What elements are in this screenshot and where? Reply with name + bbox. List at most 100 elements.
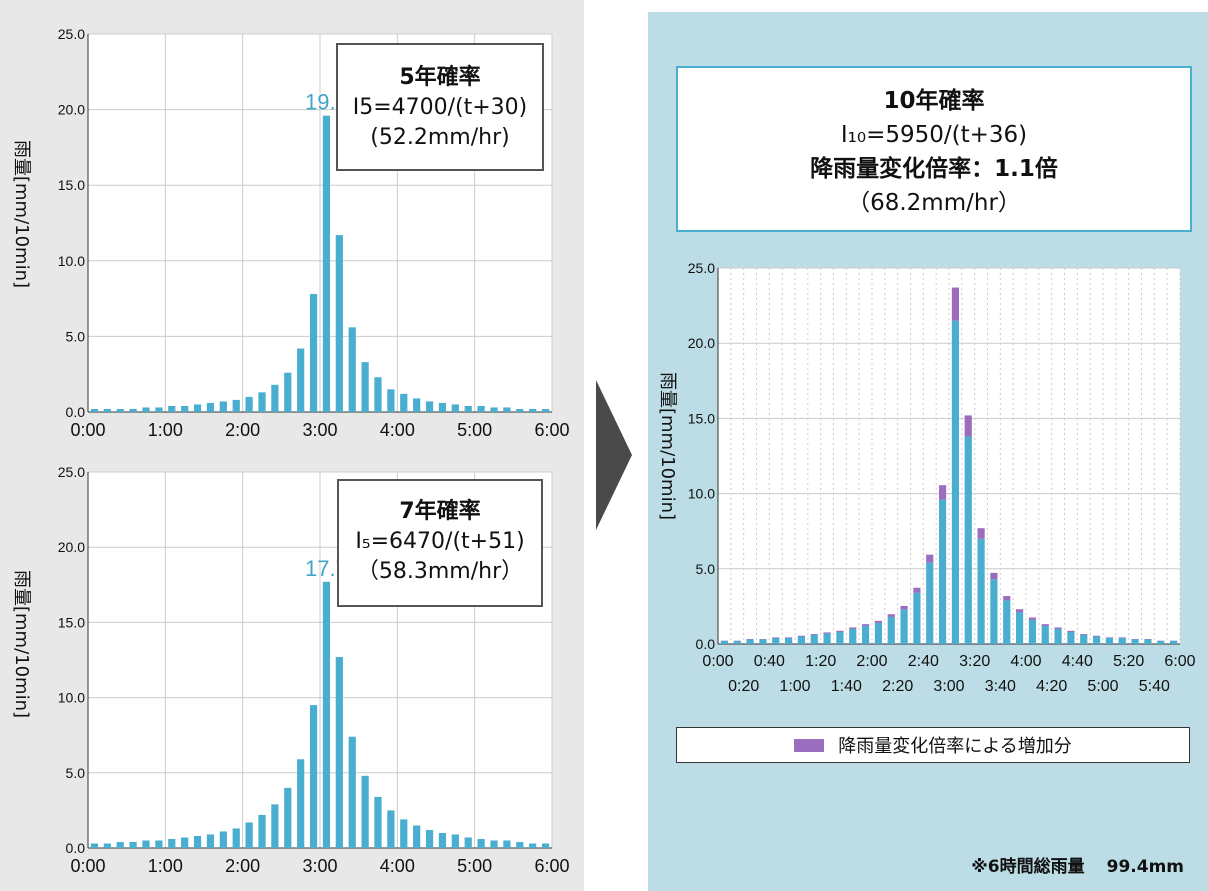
bar-increase [797, 635, 806, 637]
bar [810, 634, 818, 644]
legend-swatch-increase [794, 738, 825, 752]
y-tick-label: 20.0 [688, 335, 715, 351]
bar [181, 837, 189, 848]
bar [1080, 634, 1088, 644]
bar [1105, 637, 1114, 644]
bar [348, 327, 356, 412]
chart-10-year: 0.0 5.0 10.0 15.0 20.0 25.0 0:00 0:40 1:20 2:00 2:… [688, 260, 1196, 695]
bar [116, 841, 124, 848]
y-tick-label: 5.0 [66, 765, 86, 781]
bar-increase [951, 287, 960, 321]
bar [219, 831, 227, 848]
y-tick-label: 20.0 [58, 539, 85, 555]
bar-increase [861, 624, 870, 626]
x-tick-label: 3:20 [959, 653, 990, 670]
bar [168, 838, 176, 848]
bar [425, 829, 434, 848]
bar [309, 294, 318, 412]
bar [887, 616, 895, 644]
plot-area [718, 268, 1180, 644]
y-tick-label: 15.0 [688, 410, 715, 426]
bar [464, 837, 472, 848]
bar [297, 759, 305, 848]
bar [142, 407, 150, 412]
x-tick-label: 4:00 [1010, 653, 1041, 670]
bar [206, 834, 215, 848]
bar [797, 636, 806, 644]
bar [1028, 619, 1037, 644]
return-period-title: 5年確率 [399, 65, 481, 90]
bar [451, 404, 459, 412]
bar [977, 538, 985, 644]
bar-increase [887, 614, 895, 617]
x-tick-label: 2:20 [882, 678, 913, 695]
hourly-intensity: (52.2mm/hr) [370, 125, 510, 150]
bar [297, 348, 305, 412]
bar [309, 705, 318, 848]
y-tick-label: 0.0 [66, 404, 86, 420]
bar [874, 622, 883, 644]
x-tick-label: 3:00 [302, 856, 337, 876]
bar [1169, 640, 1178, 644]
x-tick-label: 0:00 [70, 856, 105, 876]
x-tick-label: 6:00 [534, 420, 569, 440]
bar [1003, 600, 1011, 644]
bar [1041, 625, 1049, 644]
total-rainfall-value: 99.4mm [1106, 857, 1184, 877]
x-tick-label: 4:00 [380, 856, 415, 876]
bar [155, 407, 163, 412]
y-tick-label: 25.0 [58, 26, 85, 42]
bar-increase [1028, 617, 1037, 620]
bar-increase [849, 627, 857, 629]
y-tick-label: 0.0 [696, 636, 716, 652]
y-tick-label: 15.0 [58, 177, 85, 193]
bar-increase [1105, 637, 1114, 638]
bar [425, 401, 434, 412]
x-tick-label: 2:00 [225, 856, 260, 876]
x-tick-label: 5:00 [1087, 678, 1118, 695]
bar [490, 840, 498, 848]
bar [926, 562, 934, 644]
bar [361, 362, 369, 412]
x-tick-label: 0:00 [702, 653, 733, 670]
bar [284, 787, 292, 848]
x-tick-label: 5:00 [457, 420, 492, 440]
y-axis-label-5-year: 雨量[mm/10min] [11, 140, 32, 289]
bar [541, 408, 550, 412]
bar [103, 843, 111, 848]
bar [516, 408, 524, 412]
bar-increase [1092, 635, 1101, 637]
bar [1157, 640, 1165, 644]
bar [490, 407, 498, 412]
bar-increase [1080, 634, 1088, 635]
bar [129, 408, 137, 412]
bar [1015, 612, 1024, 644]
total-rainfall-label: ※6時間総雨量 [971, 857, 1085, 877]
rainfall-change-factor: 降雨量変化倍率：1.1倍 [810, 156, 1058, 182]
bar [529, 843, 537, 848]
x-tick-label: 1:40 [831, 678, 862, 695]
bar [245, 822, 253, 848]
bar-increase [784, 637, 793, 638]
y-axis-label-10-year: 雨量[mm/10min] [657, 372, 678, 521]
y-tick-label: 10.0 [58, 253, 85, 269]
bar [232, 828, 240, 848]
bar [438, 832, 447, 848]
legend: 降雨量変化倍率による増加分 [676, 727, 1190, 763]
bar [849, 628, 857, 644]
bar-increase [900, 605, 908, 610]
bar [400, 393, 408, 412]
bar [1131, 639, 1139, 644]
bar-increase [772, 637, 780, 638]
bar [335, 235, 343, 412]
return-period-title: 7年確率 [399, 499, 481, 524]
chart-5-year: 0.05.010.015.020.025.019.60:00 1:00 2:00 3:… [58, 26, 570, 440]
formula-box-7-year: 7年確率 I₅=6470/(t+51) （58.3mm/hr） [337, 479, 543, 607]
bar [720, 640, 729, 644]
bar [477, 838, 485, 848]
bar-increase [1054, 627, 1062, 629]
bar [464, 405, 472, 412]
bar [759, 639, 767, 644]
bar [284, 372, 292, 412]
bar-increase [964, 415, 972, 437]
